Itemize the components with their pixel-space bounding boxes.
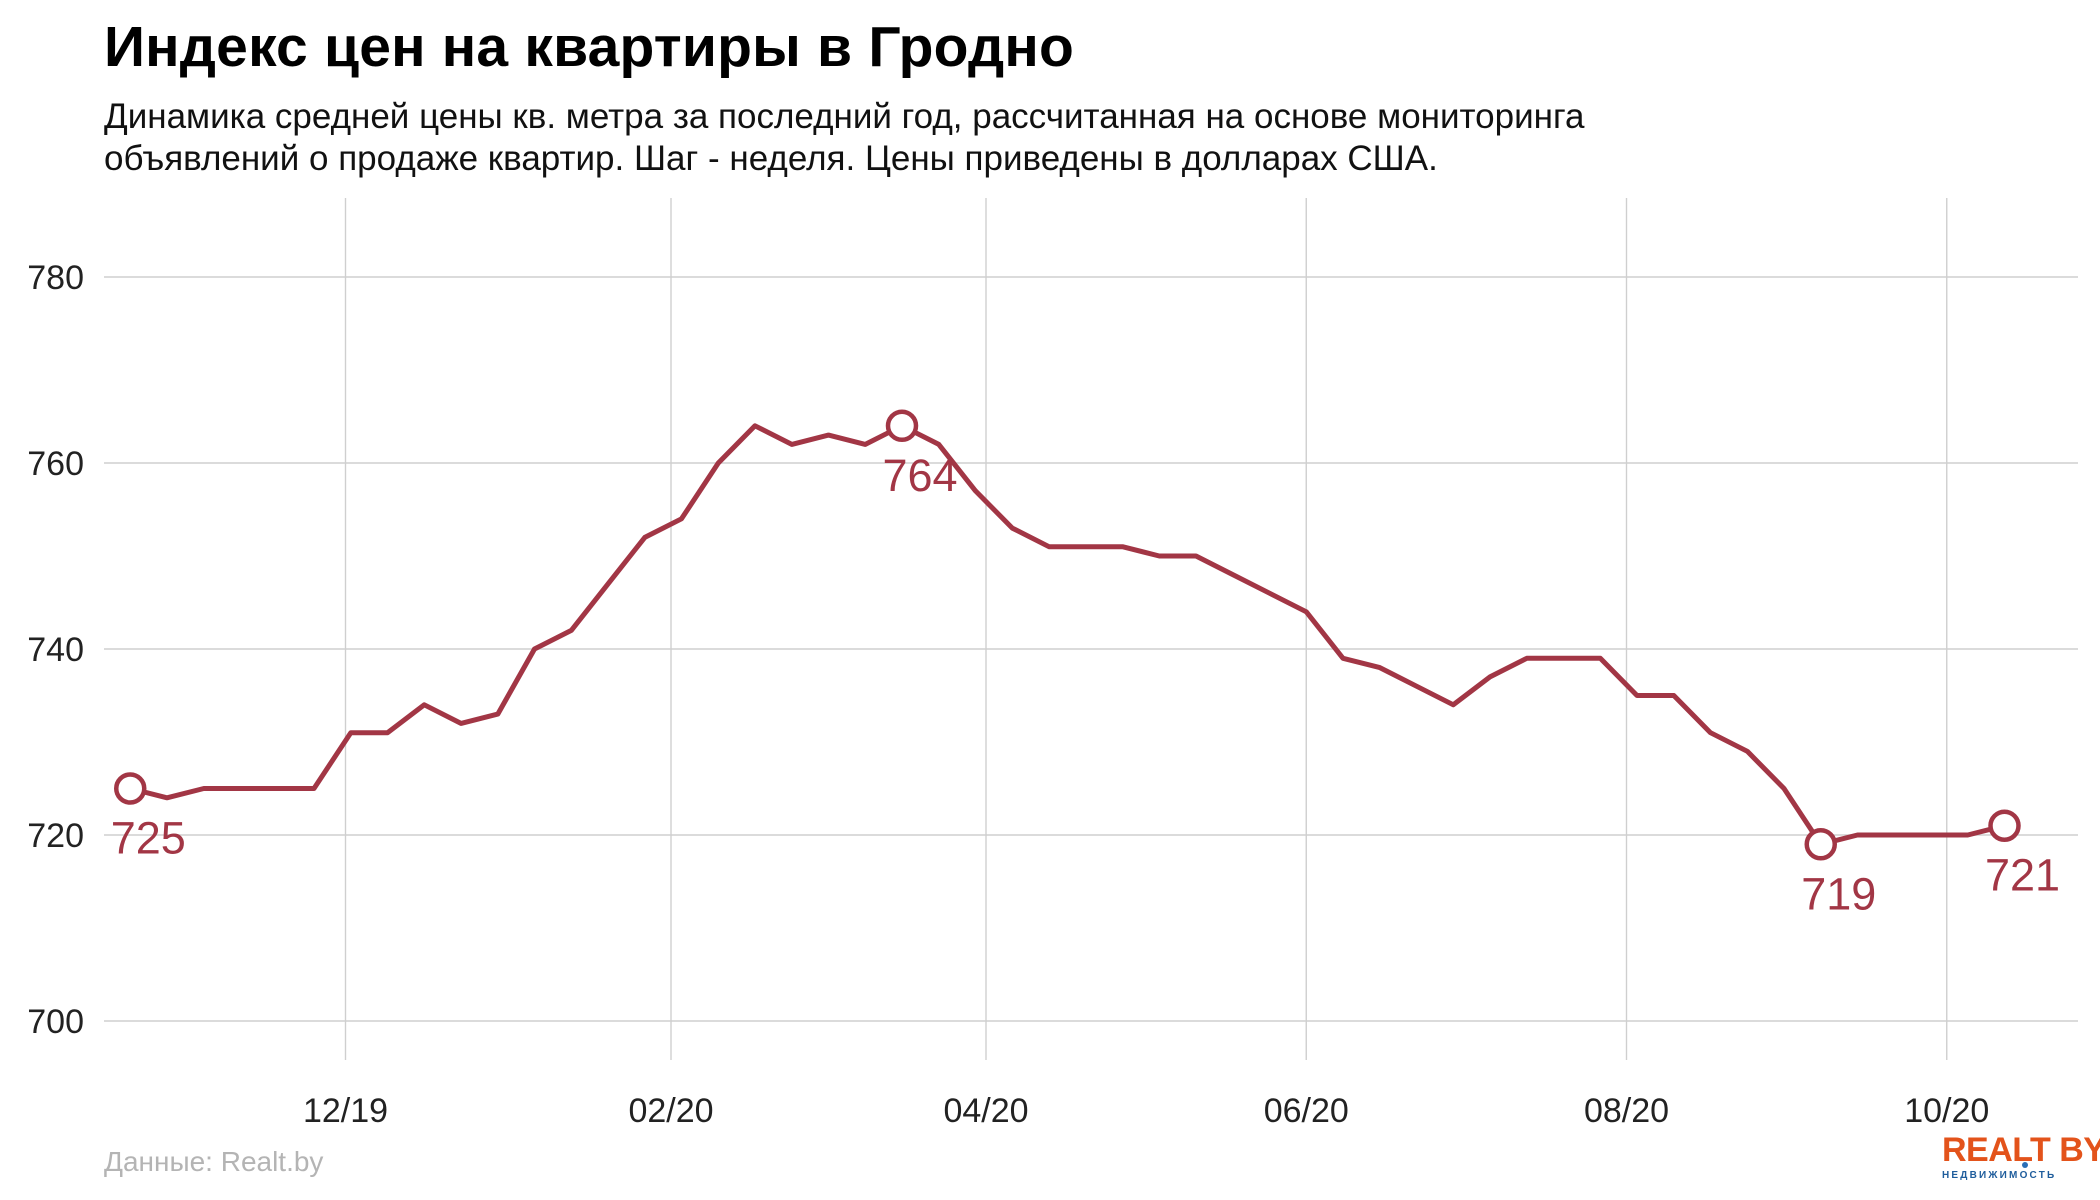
y-tick-label-720: 720 xyxy=(27,817,84,855)
x-tick-label-06-20: 06/20 xyxy=(1264,1092,1349,1130)
marker-label-719: 719 xyxy=(1801,868,1876,919)
x-tick-label-08-20: 08/20 xyxy=(1584,1092,1669,1130)
axis-labels: 700 720 740 760 780 12/19 02/20 04/20 06/20 08/20… xyxy=(27,259,1989,1130)
marker-721 xyxy=(1988,809,2021,842)
series-layer xyxy=(127,423,2007,847)
y-tick-label-760: 760 xyxy=(27,445,84,483)
logo-dot xyxy=(2022,1162,2028,1168)
gridlines xyxy=(104,198,2078,1060)
marker-label-725: 725 xyxy=(111,813,186,864)
logo-wordmark: REALT BY xyxy=(1942,1131,2100,1169)
chart-title: Индекс цен на квартиры в Гродно xyxy=(104,15,1074,79)
marker-719 xyxy=(1804,828,1837,861)
subtitle-line-2: объявлений о продаже квартир. Шаг - неде… xyxy=(104,139,1438,178)
y-tick-label-700: 700 xyxy=(27,1003,84,1041)
y-tick-label-780: 780 xyxy=(27,259,84,297)
markers: 725 764 719 721 xyxy=(111,409,2060,919)
realt-logo: REALT BY НЕДВИЖИМОСТЬ xyxy=(1942,1132,2100,1182)
marker-725 xyxy=(114,772,147,805)
subtitle-line-1: Динамика средней цены кв. метра за после… xyxy=(104,97,1585,136)
marker-label-764: 764 xyxy=(882,450,957,501)
x-tick-label-02-20: 02/20 xyxy=(628,1092,713,1130)
x-tick-label-12-19: 12/19 xyxy=(303,1092,388,1130)
logo-subtext: НЕДВИЖИМОСТЬ xyxy=(1942,1170,2057,1181)
x-tick-label-04-20: 04/20 xyxy=(943,1092,1028,1130)
source-note: Данные: Realt.by xyxy=(104,1146,324,1177)
series-line-0 xyxy=(127,423,2007,847)
marker-764 xyxy=(885,409,919,443)
x-tick-label-10-20: 10/20 xyxy=(1904,1092,1989,1130)
marker-label-721: 721 xyxy=(1985,850,2060,901)
y-tick-label-740: 740 xyxy=(27,631,84,669)
chart-subtitle: Динамика средней цены кв. метра за после… xyxy=(104,96,1904,180)
